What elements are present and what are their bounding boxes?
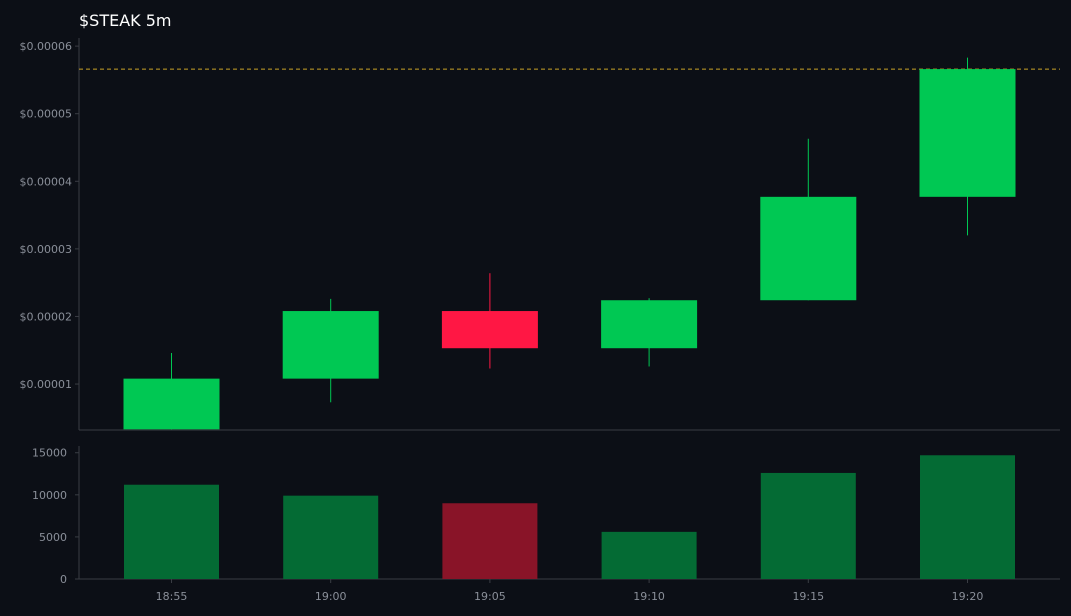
candles bbox=[123, 57, 1016, 430]
time-tick-label: 19:20 bbox=[952, 590, 984, 603]
volume-bar bbox=[442, 503, 538, 579]
price-tick-label: $0.00005 bbox=[20, 108, 73, 121]
volume-bar bbox=[760, 472, 856, 579]
candle bbox=[760, 138, 857, 301]
volume-bar bbox=[601, 531, 697, 579]
time-tick-label: 19:00 bbox=[315, 590, 347, 603]
candle-body bbox=[123, 378, 220, 430]
time-tick-label: 19:05 bbox=[474, 590, 506, 603]
time-axis-ticks: 18:55 19:00 19:05 19:10 19:15 19:20 bbox=[156, 579, 984, 603]
volume-bars bbox=[124, 455, 1015, 579]
candle-body bbox=[760, 196, 857, 301]
candle bbox=[282, 298, 379, 403]
candle-body bbox=[282, 311, 379, 379]
chart-title: $STEAK 5m bbox=[79, 11, 172, 30]
price-tick-label: $0.00002 bbox=[20, 310, 73, 323]
time-tick-label: 18:55 bbox=[156, 590, 188, 603]
price-tick-label: $0.00003 bbox=[20, 243, 73, 256]
candle-body bbox=[919, 69, 1016, 197]
volume-tick-label: 15000 bbox=[32, 447, 67, 460]
time-tick-label: 19:10 bbox=[633, 590, 665, 603]
volume-tick-label: 5000 bbox=[39, 531, 67, 544]
candle bbox=[919, 57, 1016, 236]
candle bbox=[601, 298, 698, 367]
time-tick-label: 19:15 bbox=[792, 590, 824, 603]
volume-bar bbox=[283, 495, 379, 579]
volume-tick-label: 0 bbox=[60, 573, 67, 586]
volume-bar bbox=[124, 484, 219, 579]
price-axis-ticks: $0.00001 $0.00002 $0.00003 $0.00004 $0.00005… bbox=[20, 40, 79, 391]
candle-body bbox=[601, 300, 698, 349]
price-tick-label: $0.00001 bbox=[20, 378, 73, 391]
candle bbox=[441, 273, 538, 369]
price-tick-label: $0.00004 bbox=[20, 175, 73, 188]
candle bbox=[123, 352, 220, 430]
volume-axis-ticks: 0 5000 10000 15000 bbox=[32, 447, 79, 586]
volume-bar bbox=[920, 455, 1015, 579]
price-tick-label: $0.00006 bbox=[20, 40, 73, 53]
volume-tick-label: 10000 bbox=[32, 489, 67, 502]
candle-body bbox=[441, 311, 538, 349]
